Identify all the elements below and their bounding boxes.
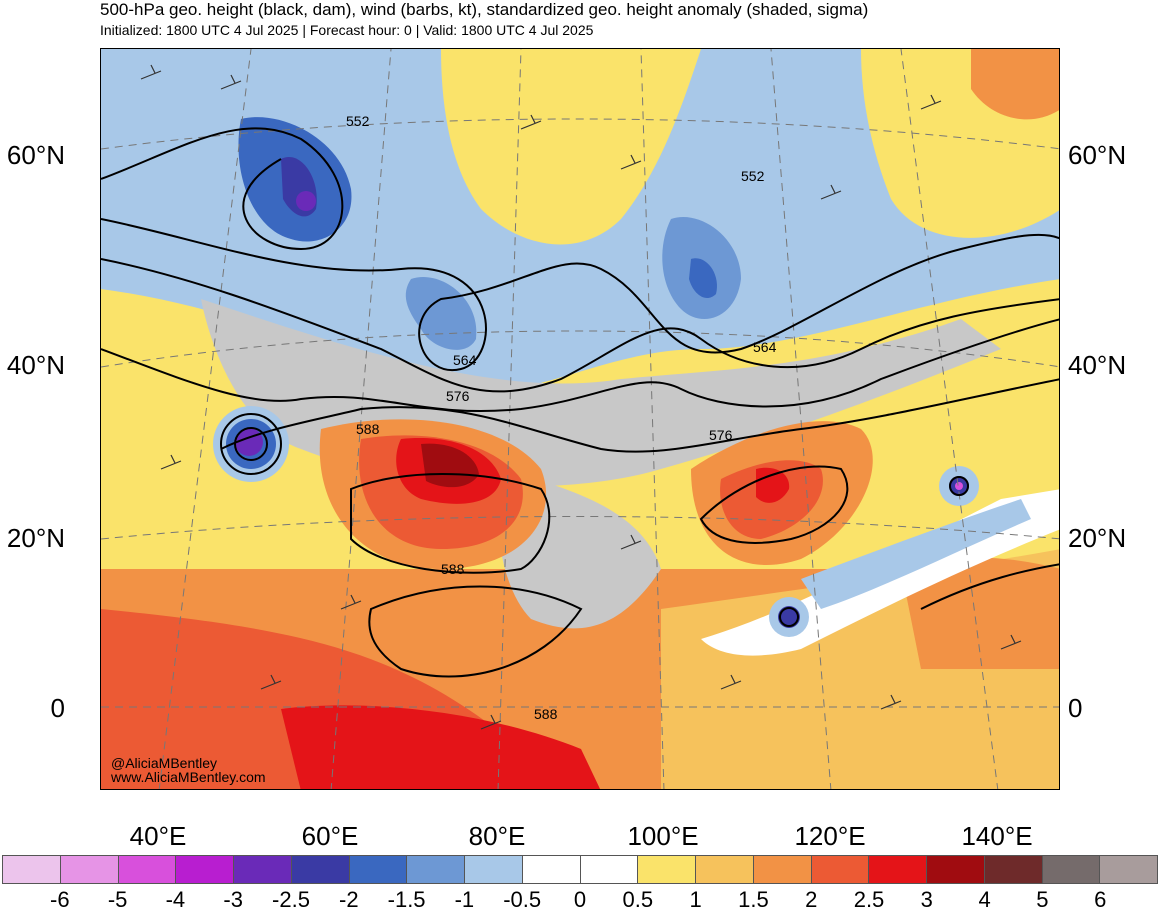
- colorbar-tick-label: 0: [573, 887, 587, 912]
- colorbar-tick-label: 3: [920, 887, 933, 912]
- contour-label: 576: [446, 388, 470, 404]
- wind-barbs: [140, 64, 1022, 730]
- anomaly-core: [778, 606, 800, 628]
- credit-handle: @AliciaMBentley: [111, 755, 218, 771]
- colorbar-swatch: [118, 856, 177, 883]
- chart-title: 500-hPa geo. height (black, dam), wind (…: [100, 0, 869, 19]
- anomaly-region: [971, 49, 1059, 120]
- lon-label: 80°E: [468, 821, 526, 851]
- contour-label: 576: [709, 427, 733, 443]
- colorbar-swatch: [1042, 856, 1101, 883]
- colorbar-swatch: [234, 856, 292, 883]
- colorbar-swatch: [811, 856, 870, 883]
- contour-label: 564: [453, 352, 477, 368]
- colorbar-tick-label: 1.5: [738, 887, 769, 912]
- lat-label-left: 20°N: [6, 523, 65, 553]
- lat-label-right: 40°N: [1068, 350, 1127, 380]
- colorbar-tick-label: 0.5: [622, 887, 654, 912]
- credit-url: www.AliciaMBentley.com: [111, 769, 266, 785]
- colorbar-swatch: [465, 856, 523, 883]
- anomaly-region: [801, 499, 1031, 609]
- colorbar-tick-label: -1.5: [387, 887, 426, 912]
- map-canvas: 552 552 564 564 576 576 588 588 588: [101, 49, 1059, 789]
- contour-label: 564: [753, 339, 777, 355]
- chart-subtitle: Initialized: 1800 UTC 4 Jul 2025 | Forec…: [100, 22, 594, 38]
- anomaly-region: [441, 49, 701, 245]
- contour-label: 588: [534, 706, 558, 722]
- colorbar-tick-label: 6: [1094, 887, 1107, 912]
- colorbar-swatch: [869, 856, 927, 883]
- colorbar-tick-label: -5: [107, 887, 128, 912]
- colorbar-swatch: [1100, 856, 1157, 883]
- lat-label-right: 20°N: [1068, 523, 1127, 553]
- colorbar-tick-label: 2: [805, 887, 818, 912]
- anomaly-region: [281, 705, 601, 789]
- lon-label: 140°E: [961, 821, 1033, 851]
- colorbar-swatch: [638, 856, 696, 883]
- contour-label: 552: [346, 113, 370, 129]
- colorbar-tick-label: -2.5: [272, 887, 310, 912]
- colorbar-swatch: [407, 856, 465, 883]
- lon-label: 40°E: [129, 821, 187, 851]
- lon-label: 60°E: [301, 821, 359, 851]
- colorbar-tick-label: -2: [339, 887, 359, 912]
- colorbar-tick-label: -4: [165, 887, 186, 912]
- colorbar-swatch: [3, 856, 61, 883]
- contour-label: 588: [441, 561, 465, 577]
- colorbar: [2, 855, 1158, 884]
- lat-label-left: 60°N: [6, 140, 65, 170]
- colorbar-tick-label: -0.5: [503, 887, 542, 912]
- anomaly-region: [756, 467, 790, 503]
- contour-label-group: 552 552 564 564 576 576 588 588 588: [346, 113, 777, 722]
- colorbar-swatch: [522, 856, 581, 883]
- lon-label: 100°E: [627, 821, 699, 851]
- colorbar-swatch: [60, 856, 119, 883]
- colorbar-tick-label: 5: [1036, 887, 1049, 912]
- height-contours: [101, 127, 1059, 678]
- colorbar-tick-label: 4: [978, 887, 991, 912]
- colorbar-swatch: [580, 856, 639, 883]
- colorbar-swatch: [927, 856, 985, 883]
- weather-map: 552 552 564 564 576 576 588 588 588 @Ali…: [100, 48, 1060, 790]
- colorbar-swatch: [696, 856, 754, 883]
- lat-label-right: 60°N: [1068, 140, 1127, 170]
- colorbar-tick-label: -1: [454, 887, 475, 912]
- anomaly-region: [689, 258, 717, 299]
- colorbar-tick-label: 2.5: [853, 887, 885, 912]
- colorbar-swatch: [984, 856, 1043, 883]
- colorbar-swatch: [291, 856, 350, 883]
- graticule: [101, 49, 1059, 789]
- lat-label-left: 0: [50, 693, 65, 723]
- contour-label: 588: [356, 421, 380, 437]
- anomaly-region: [421, 443, 479, 488]
- colorbar-tick-label: -3: [223, 887, 243, 912]
- lat-label-right: 0: [1068, 693, 1083, 723]
- lon-label: 120°E: [794, 821, 866, 851]
- colorbar-swatch: [176, 856, 234, 883]
- contour-label: 552: [741, 168, 765, 184]
- anomaly-core: [296, 191, 316, 211]
- colorbar-swatch: [753, 856, 812, 883]
- colorbar-swatch: [349, 856, 408, 883]
- colorbar-tick-label: -6: [50, 887, 70, 912]
- anomaly-core: [955, 482, 963, 490]
- lat-label-left: 40°N: [6, 350, 65, 380]
- colorbar-tick-label: 1: [689, 887, 702, 912]
